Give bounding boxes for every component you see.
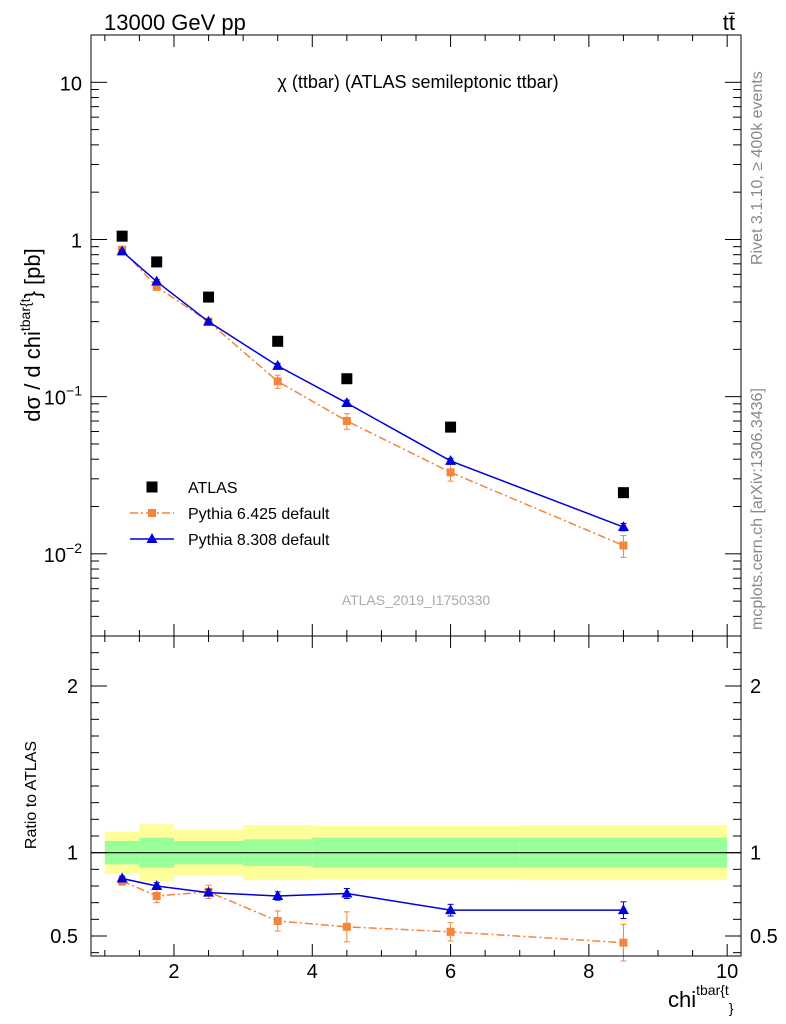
legend-label: Pythia 6.425 default xyxy=(188,506,330,523)
mcplots-label: mcplots.cern.ch [arXiv:1306.3436] xyxy=(749,388,766,630)
main-y-axis-title: dσ / d chitbar{t} [pb] xyxy=(17,248,45,421)
x-tick-label: 6 xyxy=(445,961,456,983)
data-point xyxy=(272,359,284,370)
series-atlas xyxy=(116,230,629,499)
data-point xyxy=(273,377,282,386)
legend-label: ATLAS xyxy=(188,480,238,497)
rivet-label: Rivet 3.1.10, ≥ 400k events xyxy=(749,71,766,265)
y-tick-label: 10−2 xyxy=(44,540,82,567)
data-point xyxy=(446,927,455,936)
legend-marker xyxy=(146,481,158,493)
data-point xyxy=(445,454,457,465)
data-point xyxy=(617,487,629,499)
x-tick-label: 2 xyxy=(168,961,179,983)
process-label: tt̄ xyxy=(723,10,735,35)
data-point xyxy=(116,230,128,242)
data-point xyxy=(341,887,353,898)
x-tick-label: 8 xyxy=(583,961,594,983)
legend-label: Pythia 8.308 default xyxy=(188,532,330,549)
watermark: ATLAS_2019_I1750330 xyxy=(342,592,491,608)
data-point xyxy=(272,890,284,900)
data-point xyxy=(619,938,628,947)
data-point xyxy=(152,892,161,900)
ratio-series-pythia8 xyxy=(116,872,629,919)
data-point xyxy=(203,886,215,897)
y-tick-label: 0.5 xyxy=(50,926,78,948)
data-point xyxy=(342,416,351,425)
series-pythia8 xyxy=(116,245,629,532)
legend-marker xyxy=(146,533,158,543)
data-point xyxy=(151,880,163,890)
ratio-panel: 2 4 6 8 10 0.5 0.5 1 1 2 2 Ratio to ATLAS chitbar{… xyxy=(23,635,778,1016)
data-point xyxy=(341,397,353,408)
data-point xyxy=(445,421,457,433)
y-tick-label: 1 xyxy=(750,843,761,865)
x-axis-title: chitbar{t} xyxy=(668,982,734,1016)
data-point xyxy=(273,917,282,925)
legend: ATLAS Pythia 6.425 default Pythia 8.308 de… xyxy=(130,480,330,549)
y-tick-label: 10−1 xyxy=(44,383,82,410)
data-point xyxy=(203,315,215,326)
data-point xyxy=(272,335,284,347)
y-tick-label: 2 xyxy=(67,676,78,698)
data-point xyxy=(116,872,128,883)
ratio-y-axis-title: Ratio to ATLAS xyxy=(23,741,40,849)
data-point xyxy=(116,245,128,256)
data-point xyxy=(617,904,629,915)
x-tick-label: 4 xyxy=(307,961,318,983)
data-point xyxy=(445,904,457,915)
data-point xyxy=(342,922,351,931)
y-tick-label: 1 xyxy=(71,230,82,252)
data-point xyxy=(151,275,163,286)
collision-label: 13000 GeV pp xyxy=(104,10,246,35)
y-tick-label: 1 xyxy=(67,843,78,865)
data-point xyxy=(619,541,628,550)
y-tick-label: 2 xyxy=(750,676,761,698)
y-tick-label: 0.5 xyxy=(750,926,778,948)
main-panel: χ (ttbar) (ATLAS semileptonic ttbar) ATL… xyxy=(17,34,742,637)
ratio-plot-frame xyxy=(90,635,742,957)
data-point xyxy=(617,521,629,532)
ratio-series-pythia6 xyxy=(118,876,628,962)
data-point xyxy=(446,468,455,477)
legend-marker xyxy=(148,509,156,517)
main-plot-title: χ (ttbar) (ATLAS semileptonic ttbar) xyxy=(277,72,558,92)
data-point xyxy=(341,373,353,385)
y-tick-label: 10 xyxy=(60,73,82,95)
data-point xyxy=(151,256,163,268)
data-point xyxy=(152,282,161,291)
data-point xyxy=(203,291,215,303)
x-tick-label: 10 xyxy=(716,961,738,983)
